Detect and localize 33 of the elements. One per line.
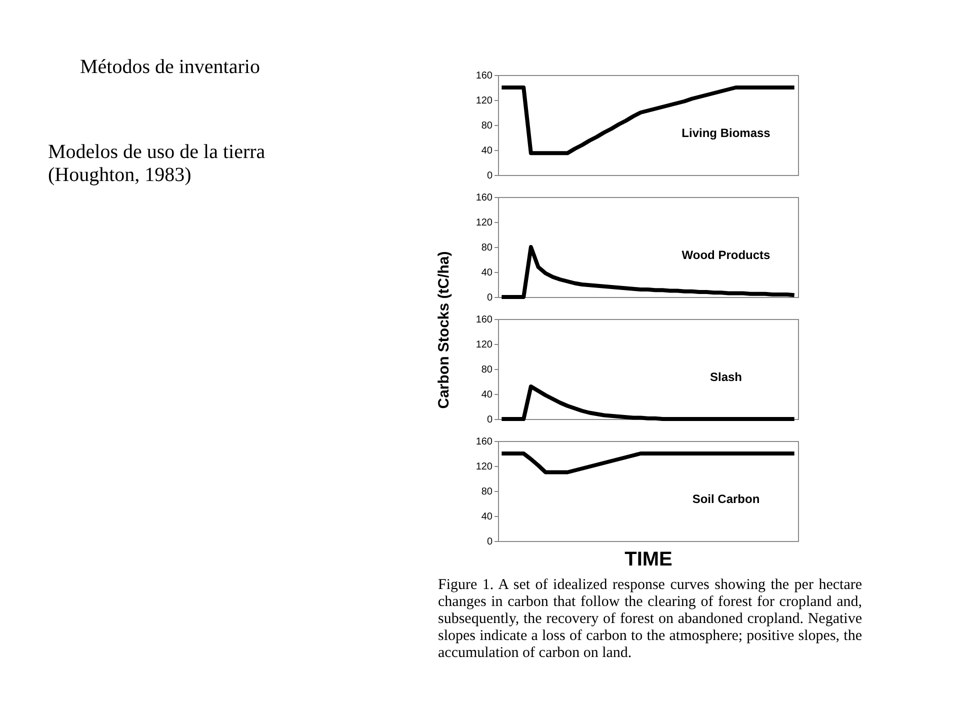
y-tick-label: 40	[481, 390, 493, 400]
y-tick-label: 160	[476, 192, 493, 204]
y-tick-label: 80	[481, 486, 493, 498]
text: Slash	[710, 370, 742, 384]
line-series	[500, 86, 796, 156]
y-tick-label: 0	[486, 414, 493, 426]
y-tick-label: 120	[476, 462, 493, 472]
y-tick-label: 0	[486, 536, 493, 548]
y-tick-label: 120	[476, 218, 493, 228]
y-tick-label: 120	[476, 96, 493, 106]
text: Métodos de inventario	[80, 56, 261, 79]
y-tick-label: 160	[476, 436, 493, 448]
y-tick-label: 80	[481, 364, 493, 376]
y-tick-label: 40	[481, 268, 493, 278]
series-label: Living Biomass	[682, 126, 771, 140]
text: Wood Products	[682, 248, 771, 262]
y-tick-label: 80	[481, 242, 493, 254]
line-series	[500, 384, 796, 421]
y-tick-label: 120	[476, 340, 493, 350]
caption: Figure 1. A set of idealized response curves showing the per hectare changes in carbon that follow the clearing of forest for cropland and, subsequently, the recovery of forest on abandoned cropland. Negative slopes indicate a loss of carbon to the atmosphere; positive slopes, the accumulation of carbon on land.	[437, 576, 863, 662]
y-tick-label: 40	[481, 512, 493, 522]
text: Modelos de uso de la tierra (Houghton, 1983)	[48, 141, 266, 187]
line-series	[500, 245, 796, 299]
y-axis-title: Carbon Stocks (tC/ha)	[436, 251, 452, 409]
y-tick-label: 40	[481, 146, 493, 156]
y-tick-label: 80	[481, 120, 493, 132]
y-tick-label: 160	[476, 70, 493, 82]
text: Soil Carbon	[692, 492, 760, 506]
line-series	[500, 452, 796, 474]
x-axis-title: TIME	[624, 548, 672, 570]
y-tick-label: 0	[486, 170, 493, 182]
y-tick-label: 160	[476, 314, 493, 326]
y-tick-label: 0	[486, 292, 493, 304]
